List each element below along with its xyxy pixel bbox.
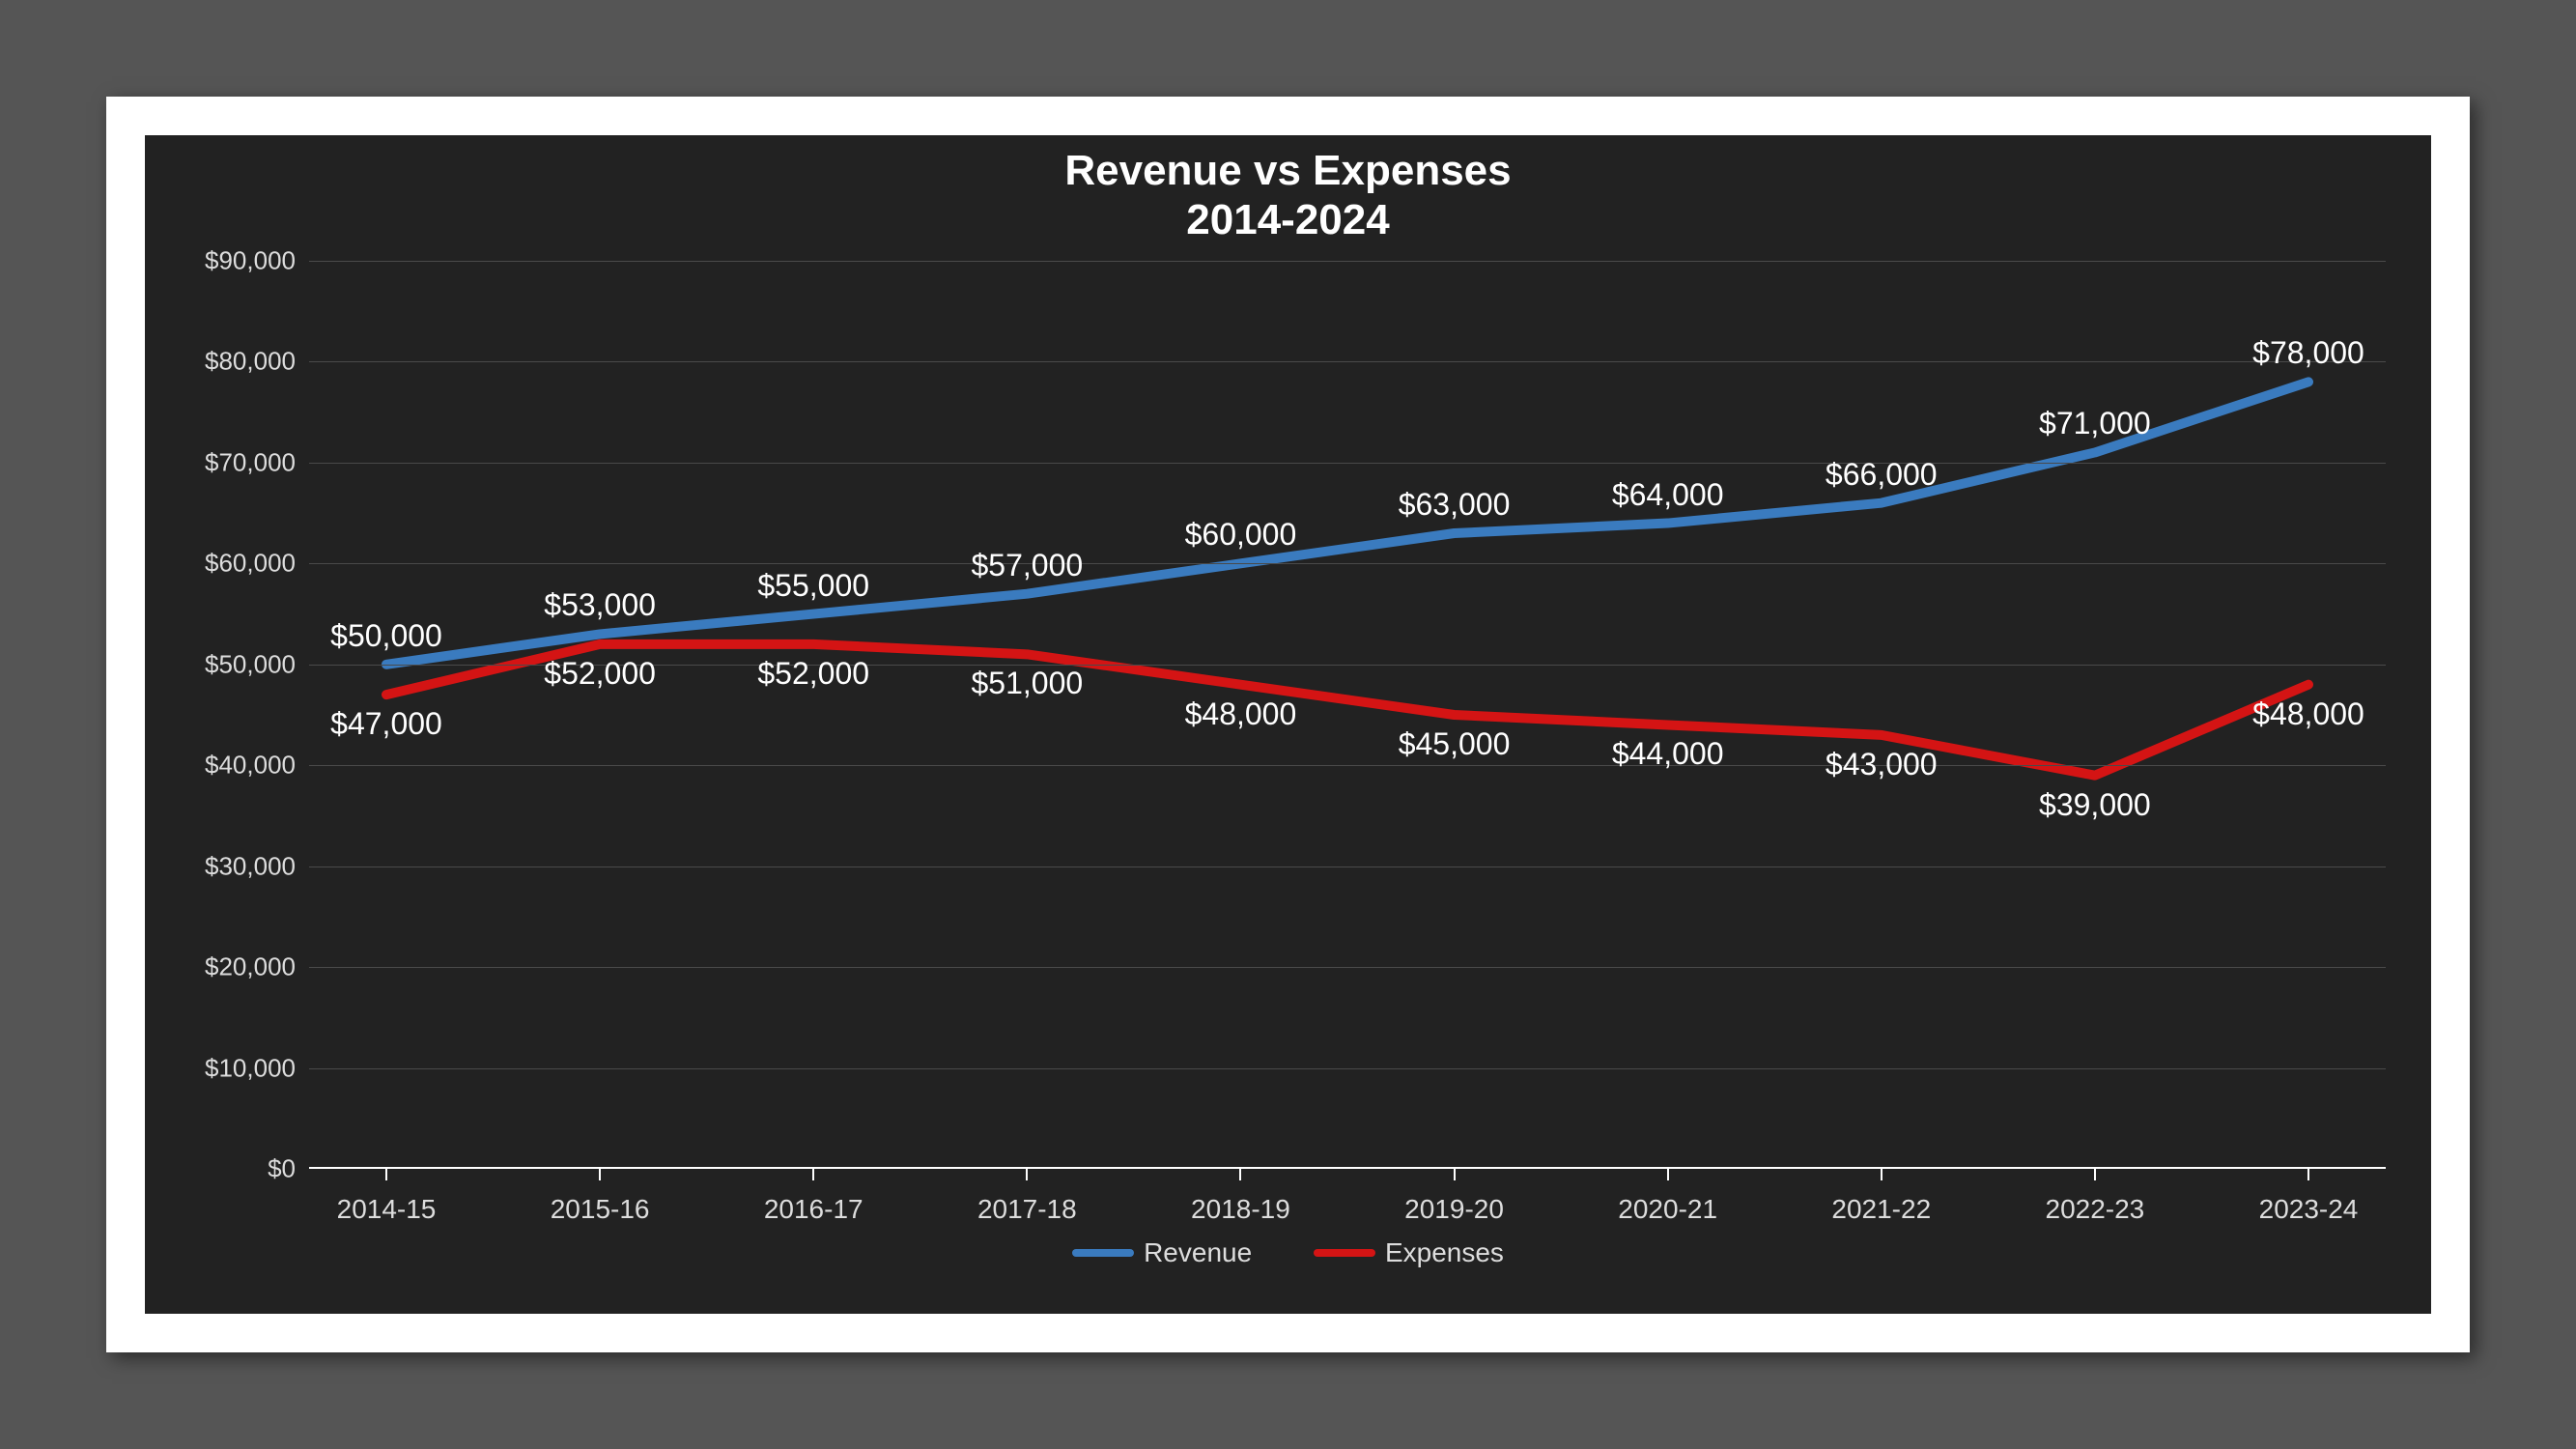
- x-tick-label: 2014-15: [337, 1194, 437, 1225]
- x-tick-label: 2019-20: [1404, 1194, 1504, 1225]
- legend-swatch-revenue: [1072, 1249, 1134, 1257]
- y-tick-label: $30,000: [205, 851, 296, 881]
- data-label: $71,000: [2039, 406, 2151, 441]
- data-label: $64,000: [1612, 477, 1724, 513]
- data-label: $48,000: [1185, 696, 1297, 732]
- x-tick: [2094, 1169, 2096, 1180]
- data-label: $45,000: [1399, 726, 1511, 762]
- legend-item-expenses: Expenses: [1314, 1237, 1504, 1268]
- x-tick: [599, 1169, 601, 1180]
- legend-label-revenue: Revenue: [1144, 1237, 1252, 1268]
- x-tick-label: 2023-24: [2259, 1194, 2359, 1225]
- y-tick-label: $70,000: [205, 447, 296, 477]
- plot-area: $0$10,000$20,000$30,000$40,000$50,000$60…: [309, 261, 2386, 1169]
- x-tick: [2307, 1169, 2309, 1180]
- y-tick-label: $0: [268, 1154, 296, 1184]
- x-tick: [1026, 1169, 1028, 1180]
- y-tick-label: $50,000: [205, 649, 296, 679]
- y-tick-label: $20,000: [205, 952, 296, 982]
- y-tick-label: $80,000: [205, 347, 296, 377]
- data-label: $53,000: [544, 587, 656, 623]
- data-label: $39,000: [2039, 787, 2151, 823]
- grid-line: [309, 463, 2386, 464]
- data-label: $66,000: [1826, 457, 1938, 493]
- x-tick-label: 2021-22: [1831, 1194, 1931, 1225]
- x-tick-label: 2018-19: [1191, 1194, 1290, 1225]
- data-label: $44,000: [1612, 736, 1724, 772]
- chart-lines-svg: [309, 261, 2386, 1169]
- grid-line: [309, 361, 2386, 362]
- series-line-revenue: [386, 382, 2308, 664]
- x-tick-label: 2016-17: [764, 1194, 863, 1225]
- data-label: $48,000: [2252, 696, 2364, 732]
- data-label: $55,000: [757, 568, 869, 604]
- legend-label-expenses: Expenses: [1385, 1237, 1504, 1268]
- y-tick-label: $10,000: [205, 1053, 296, 1083]
- chart-panel: Revenue vs Expenses 2014-2024 $0$10,000$…: [145, 135, 2431, 1314]
- x-tick-label: 2017-18: [977, 1194, 1077, 1225]
- legend-swatch-expenses: [1314, 1249, 1375, 1257]
- grid-line: [309, 765, 2386, 766]
- x-tick-label: 2015-16: [551, 1194, 650, 1225]
- data-label: $50,000: [330, 618, 442, 654]
- y-tick-label: $90,000: [205, 246, 296, 276]
- data-label: $47,000: [330, 706, 442, 742]
- chart-title-line1: Revenue vs Expenses: [1064, 147, 1511, 194]
- data-label: $57,000: [971, 548, 1083, 583]
- slide-frame: Revenue vs Expenses 2014-2024 $0$10,000$…: [106, 97, 2470, 1352]
- x-tick: [1667, 1169, 1669, 1180]
- data-label: $63,000: [1399, 487, 1511, 523]
- data-label: $52,000: [757, 656, 869, 692]
- grid-line: [309, 261, 2386, 262]
- x-tick: [812, 1169, 814, 1180]
- grid-line: [309, 1068, 2386, 1069]
- data-label: $43,000: [1826, 747, 1938, 782]
- x-tick-label: 2022-23: [2045, 1194, 2144, 1225]
- data-label: $78,000: [2252, 335, 2364, 371]
- x-tick: [1239, 1169, 1241, 1180]
- x-tick-label: 2020-21: [1618, 1194, 1717, 1225]
- data-label: $52,000: [544, 656, 656, 692]
- data-label: $60,000: [1185, 517, 1297, 553]
- chart-title: Revenue vs Expenses 2014-2024: [145, 147, 2431, 244]
- grid-line: [309, 967, 2386, 968]
- data-label: $51,000: [971, 666, 1083, 701]
- chart-legend: Revenue Expenses: [145, 1233, 2431, 1268]
- grid-line: [309, 563, 2386, 564]
- legend-item-revenue: Revenue: [1072, 1237, 1252, 1268]
- x-tick: [1454, 1169, 1456, 1180]
- chart-title-line2: 2014-2024: [1186, 196, 1389, 243]
- y-tick-label: $60,000: [205, 549, 296, 579]
- y-tick-label: $40,000: [205, 751, 296, 781]
- x-tick: [385, 1169, 387, 1180]
- x-tick: [1881, 1169, 1882, 1180]
